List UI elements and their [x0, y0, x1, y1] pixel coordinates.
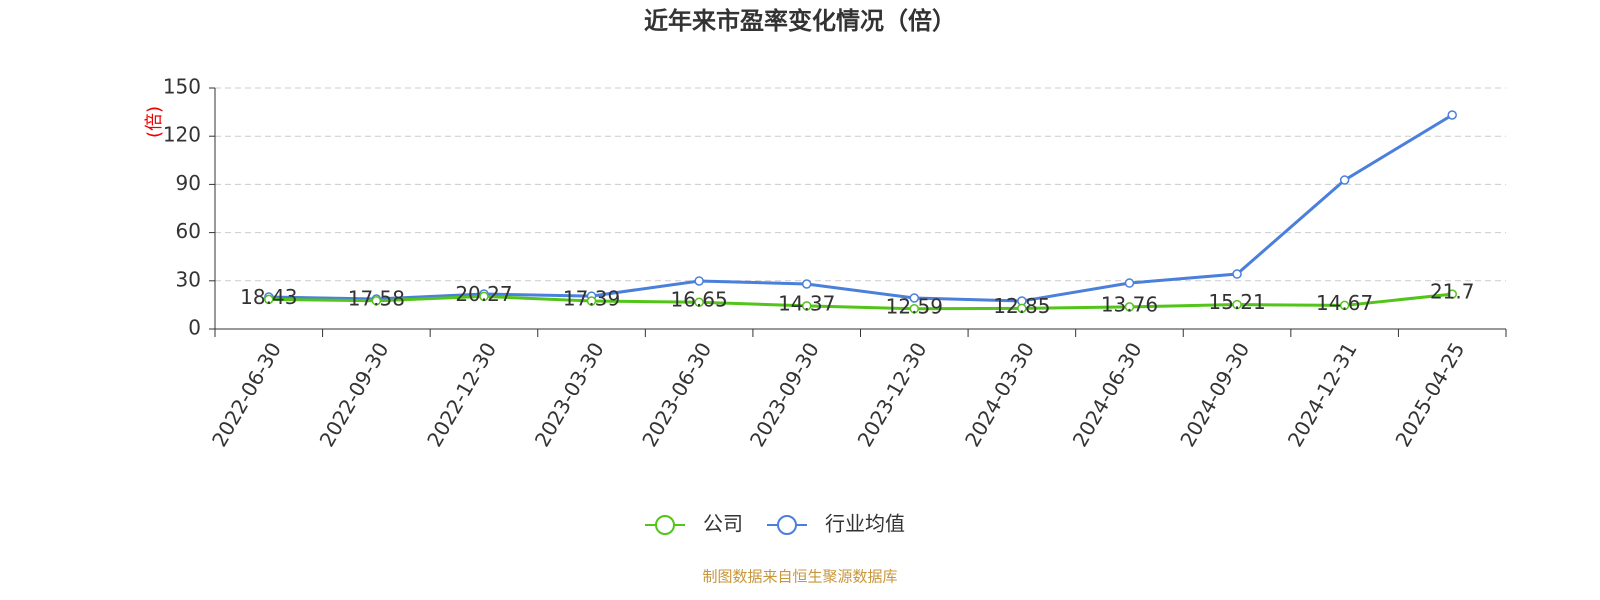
- data-label: 17.39: [563, 287, 620, 311]
- y-tick-label: 120: [163, 123, 201, 147]
- x-tick-label: 2024-03-30: [960, 338, 1039, 451]
- point: [694, 276, 704, 286]
- legend-label: 公司: [703, 512, 743, 536]
- data-label: 21.7: [1430, 280, 1475, 304]
- x-tick-label: 2022-09-30: [315, 338, 394, 451]
- point: [1339, 175, 1350, 185]
- point: [694, 297, 704, 307]
- legend-marker: [655, 515, 675, 535]
- chart-title: 近年来市盈率变化情况（倍）: [644, 7, 956, 35]
- x-tick-label: 2024-09-30: [1175, 338, 1254, 451]
- point: [1447, 110, 1457, 120]
- point: [586, 296, 597, 306]
- point: [801, 301, 812, 311]
- point: [909, 293, 920, 303]
- point: [909, 304, 920, 314]
- legend-label: 行业均值: [825, 512, 905, 536]
- data-label: 12.59: [886, 294, 943, 318]
- x-tick-label: 2024-06-30: [1068, 338, 1147, 451]
- x-tick-label: 2023-09-30: [745, 338, 824, 451]
- data-label: 14.67: [1316, 291, 1373, 315]
- y-tick-label: 90: [176, 171, 201, 195]
- point: [1124, 302, 1135, 312]
- point: [1232, 269, 1242, 279]
- data-label: 13.76: [1101, 292, 1158, 316]
- point: [1124, 278, 1135, 288]
- data-label: 12.85: [993, 294, 1050, 318]
- point: [264, 294, 274, 305]
- line: [268, 113, 1453, 303]
- point: [1017, 303, 1027, 314]
- point: [801, 279, 812, 289]
- data-label: 18.43: [240, 285, 297, 309]
- point: [1447, 289, 1457, 299]
- y-tick-label: 60: [176, 219, 201, 243]
- source-note: 制图数据来自恒生聚源数据库: [702, 568, 897, 586]
- line: [268, 292, 1453, 311]
- legend-item[interactable]: 公司: [645, 512, 743, 536]
- data-label: 14.37: [778, 291, 835, 315]
- y-tick-label: 150: [163, 75, 201, 99]
- x-tick-label: 2022-06-30: [207, 338, 286, 451]
- x-tick-label: 2022-12-30: [422, 338, 501, 451]
- point: [1232, 299, 1242, 310]
- data-label: 17.58: [348, 286, 405, 310]
- data-label: 15.21: [1208, 290, 1265, 314]
- y-axis-label: (倍): [144, 106, 165, 138]
- y-tick-label: 0: [188, 316, 201, 340]
- y-tick-label: 30: [176, 267, 201, 291]
- legend-marker: [777, 515, 797, 535]
- x-tick-label: 2024-12-31: [1283, 338, 1362, 451]
- point: [371, 296, 382, 306]
- legend-item[interactable]: 行业均值: [767, 512, 905, 536]
- point: [479, 291, 489, 302]
- data-label: 20.27: [455, 282, 512, 306]
- data-label: 16.65: [670, 288, 727, 312]
- x-tick-label: 2025-04-25: [1390, 338, 1469, 451]
- x-tick-label: 2023-03-30: [530, 338, 609, 451]
- x-tick-label: 2023-06-30: [637, 338, 716, 451]
- point: [1339, 300, 1350, 311]
- x-tick-label: 2023-12-30: [852, 338, 931, 451]
